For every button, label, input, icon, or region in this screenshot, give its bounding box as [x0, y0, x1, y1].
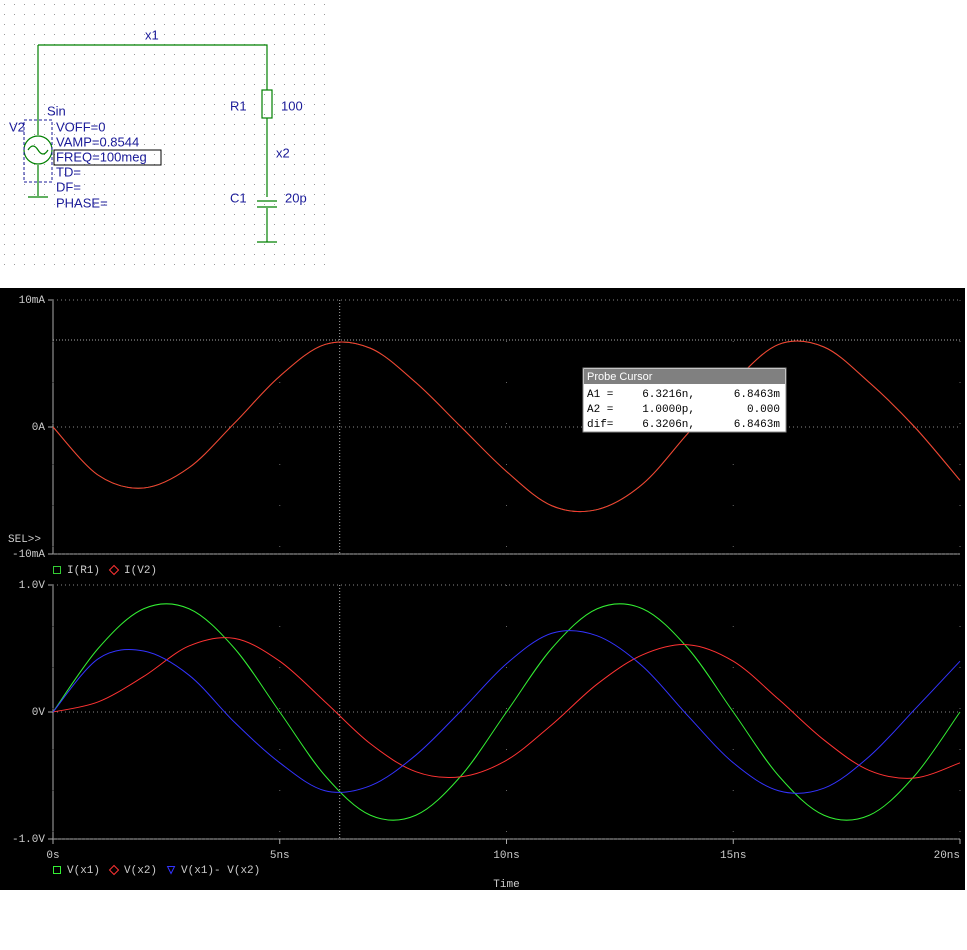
schematic-grid — [0, 0, 332, 265]
x-axis-label: Time — [493, 879, 519, 891]
part-name: R1 — [230, 98, 247, 113]
legend-label: V(x2) — [124, 865, 157, 877]
x-tick-label: 10ns — [493, 850, 519, 862]
cursor-cell: 6.3216n, — [642, 389, 695, 401]
legend-label: I(R1) — [67, 565, 100, 577]
series-line — [52, 340, 961, 513]
legend-label: I(V2) — [124, 565, 157, 577]
legend-marker — [53, 866, 61, 874]
cursor-cell: 6.8463m — [734, 389, 781, 401]
source-wave — [27, 145, 49, 155]
legend-label: V(x1)- V(x2) — [181, 865, 260, 877]
y-tick-label: 0A — [32, 422, 46, 434]
resistor-symbol — [261, 89, 273, 119]
cursor-cell: A2 = — [587, 404, 613, 416]
source-param: DF= — [56, 179, 81, 194]
net-label: x2 — [276, 145, 290, 160]
source-param: TD= — [56, 164, 81, 179]
y-tick-label: -10mA — [12, 549, 45, 561]
source-param[interactable]: FREQ=100meg — [56, 149, 147, 164]
x-tick-label: 0s — [46, 850, 59, 862]
cursor-cell: 0.000 — [747, 404, 780, 416]
net-label: x1 — [145, 27, 159, 42]
wire — [28, 44, 277, 243]
part-value: 20p — [285, 190, 307, 205]
legend-label: V(x1) — [67, 865, 100, 877]
source-kind: Sin — [47, 103, 66, 118]
y-tick-label: 0V — [32, 707, 46, 719]
legend-marker — [108, 864, 120, 876]
probe-cursor[interactable]: Probe Cursor A1 = 6.3216n, 6.8463m A2 = 1.00… — [582, 367, 787, 433]
source-param: VAMP=0.8544 — [56, 134, 139, 149]
probe-window — [0, 288, 965, 890]
legend-marker — [53, 566, 61, 574]
capacitor-symbol — [257, 200, 277, 208]
part-value: 100 — [281, 98, 303, 113]
legend-marker — [166, 866, 176, 875]
x-tick-label: 5ns — [270, 850, 290, 862]
y-tick-label: 10mA — [19, 295, 46, 307]
cursor-cell: 1.0000p, — [642, 404, 695, 416]
annotation: SEL>> — [8, 534, 41, 546]
x-tick-label: 15ns — [720, 850, 746, 862]
cursor-cell: A1 = — [587, 389, 613, 401]
legend-marker — [108, 564, 120, 576]
series-line — [52, 603, 961, 821]
series-line — [52, 637, 961, 779]
selection-box — [53, 149, 162, 166]
cursor-titlebar — [584, 369, 785, 384]
cursor-cell: dif= — [587, 419, 613, 431]
part-name: V2 — [9, 119, 25, 134]
cursor-title: Probe Cursor — [587, 371, 653, 383]
schematic: x1 x2 R1 100 C1 20p V2 Sin VOFF=0 VAMP=0… — [9, 27, 307, 243]
source-param: VOFF=0 — [56, 119, 106, 134]
part-name: C1 — [230, 190, 247, 205]
source-param: PHASE= — [56, 195, 108, 210]
x-tick-label: 20ns — [934, 850, 960, 862]
cursor-cell: 6.8463m — [734, 419, 781, 431]
series-line — [52, 630, 961, 794]
y-tick-label: -1.0V — [12, 834, 45, 846]
y-tick-label: 1.0V — [19, 580, 46, 592]
cursor-cell: 6.3206n, — [642, 419, 695, 431]
